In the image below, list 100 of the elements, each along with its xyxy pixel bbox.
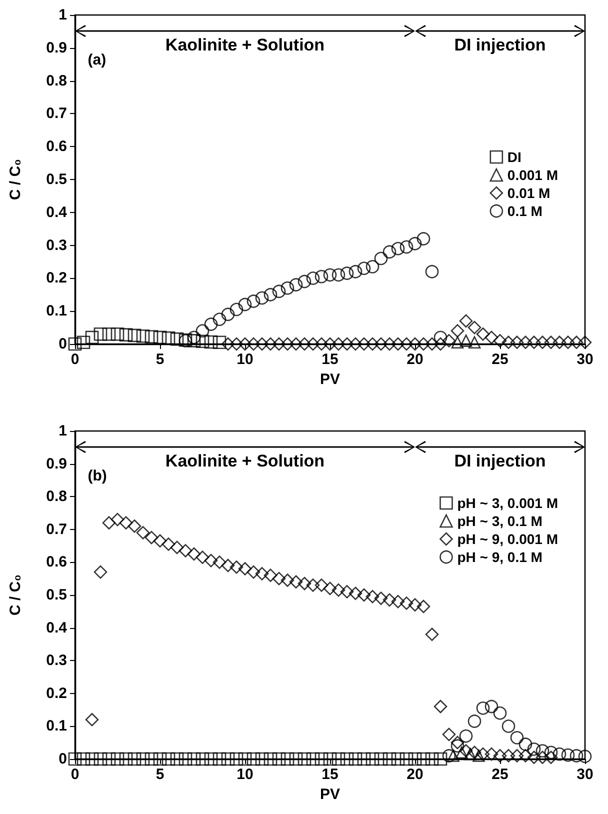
point [280, 574, 294, 587]
y-tick-label: 0.5 [46, 586, 67, 604]
point [552, 336, 566, 350]
point [527, 742, 541, 756]
annotation: DI injection [454, 452, 546, 470]
point [94, 327, 108, 341]
point [416, 232, 430, 246]
legend-label: pH ~ 9, 0.001 M [457, 531, 558, 547]
point [408, 237, 422, 250]
x-tick-label: 5 [156, 766, 164, 783]
point [400, 240, 414, 254]
point [246, 752, 260, 766]
point [374, 592, 388, 605]
y-tick-label: 0.4 [46, 204, 68, 221]
point [212, 312, 226, 326]
point [264, 568, 278, 582]
point [468, 746, 482, 760]
x-tick-label: 20 [406, 766, 424, 783]
x-tick-label: 0 [70, 766, 80, 783]
y-tick-label: 0.9 [46, 39, 67, 56]
x-axis-title: PV [320, 786, 340, 803]
point [264, 752, 278, 766]
point [162, 331, 176, 345]
y-axis-title: C / C₀ [7, 159, 24, 200]
point [212, 556, 226, 569]
point [391, 752, 405, 766]
point [374, 752, 388, 766]
point [230, 302, 244, 316]
point [264, 288, 278, 302]
point [323, 268, 337, 282]
point [484, 747, 498, 761]
y-tick-label: 0 [58, 750, 67, 768]
point [162, 752, 176, 766]
point [518, 336, 532, 350]
point [68, 337, 82, 351]
point [85, 712, 99, 726]
y-tick-label: 1 [58, 6, 67, 24]
point [450, 736, 464, 750]
legend-label: 0.001 M [507, 167, 558, 183]
point [468, 336, 481, 349]
point [102, 752, 116, 766]
point [382, 245, 396, 259]
point [144, 752, 158, 766]
point [460, 334, 472, 347]
point [85, 752, 99, 766]
point [468, 320, 482, 334]
x-tick-label: 0 [70, 351, 80, 368]
point [110, 512, 124, 526]
point [442, 749, 456, 762]
point [450, 324, 464, 338]
point [374, 252, 388, 266]
x-tick-label: 5 [156, 351, 164, 368]
point [472, 750, 485, 762]
point [162, 538, 176, 551]
y-tick-label: 0.6 [46, 138, 67, 156]
point [450, 739, 464, 753]
point [332, 268, 346, 282]
x-tick-label: 25 [492, 766, 508, 783]
point [400, 596, 414, 610]
point [280, 752, 294, 766]
point [484, 700, 498, 714]
point [484, 330, 498, 344]
legend-label: pH ~ 3, 0.1 M [457, 513, 542, 529]
point [255, 752, 269, 766]
y-tick-label: 0.2 [46, 270, 67, 287]
point [510, 731, 524, 744]
point [119, 752, 133, 766]
point [187, 752, 201, 766]
point [442, 334, 456, 348]
point [238, 298, 252, 312]
point [536, 336, 550, 350]
point [314, 752, 328, 766]
point [170, 752, 184, 766]
point [382, 752, 396, 766]
point [212, 752, 226, 766]
point [280, 281, 294, 295]
point [272, 284, 286, 298]
point [459, 729, 473, 743]
point [527, 336, 541, 350]
y-tick-label: 0.7 [46, 105, 67, 122]
point [476, 702, 490, 715]
point [332, 752, 346, 766]
point [416, 600, 430, 614]
point [102, 516, 116, 530]
point [493, 334, 507, 348]
legend-label: DI [507, 149, 522, 165]
point [119, 328, 133, 342]
x-axis-title: PV [320, 371, 340, 388]
point [110, 327, 124, 341]
point [357, 588, 371, 602]
point [357, 752, 371, 766]
point [255, 291, 269, 305]
x-tick-label: 10 [236, 351, 254, 368]
x-tick-label: 20 [406, 351, 424, 368]
point [153, 752, 167, 766]
point [400, 752, 414, 766]
x-tick-label: 10 [236, 766, 254, 783]
point [85, 330, 99, 344]
point [510, 336, 524, 350]
point [144, 530, 158, 544]
